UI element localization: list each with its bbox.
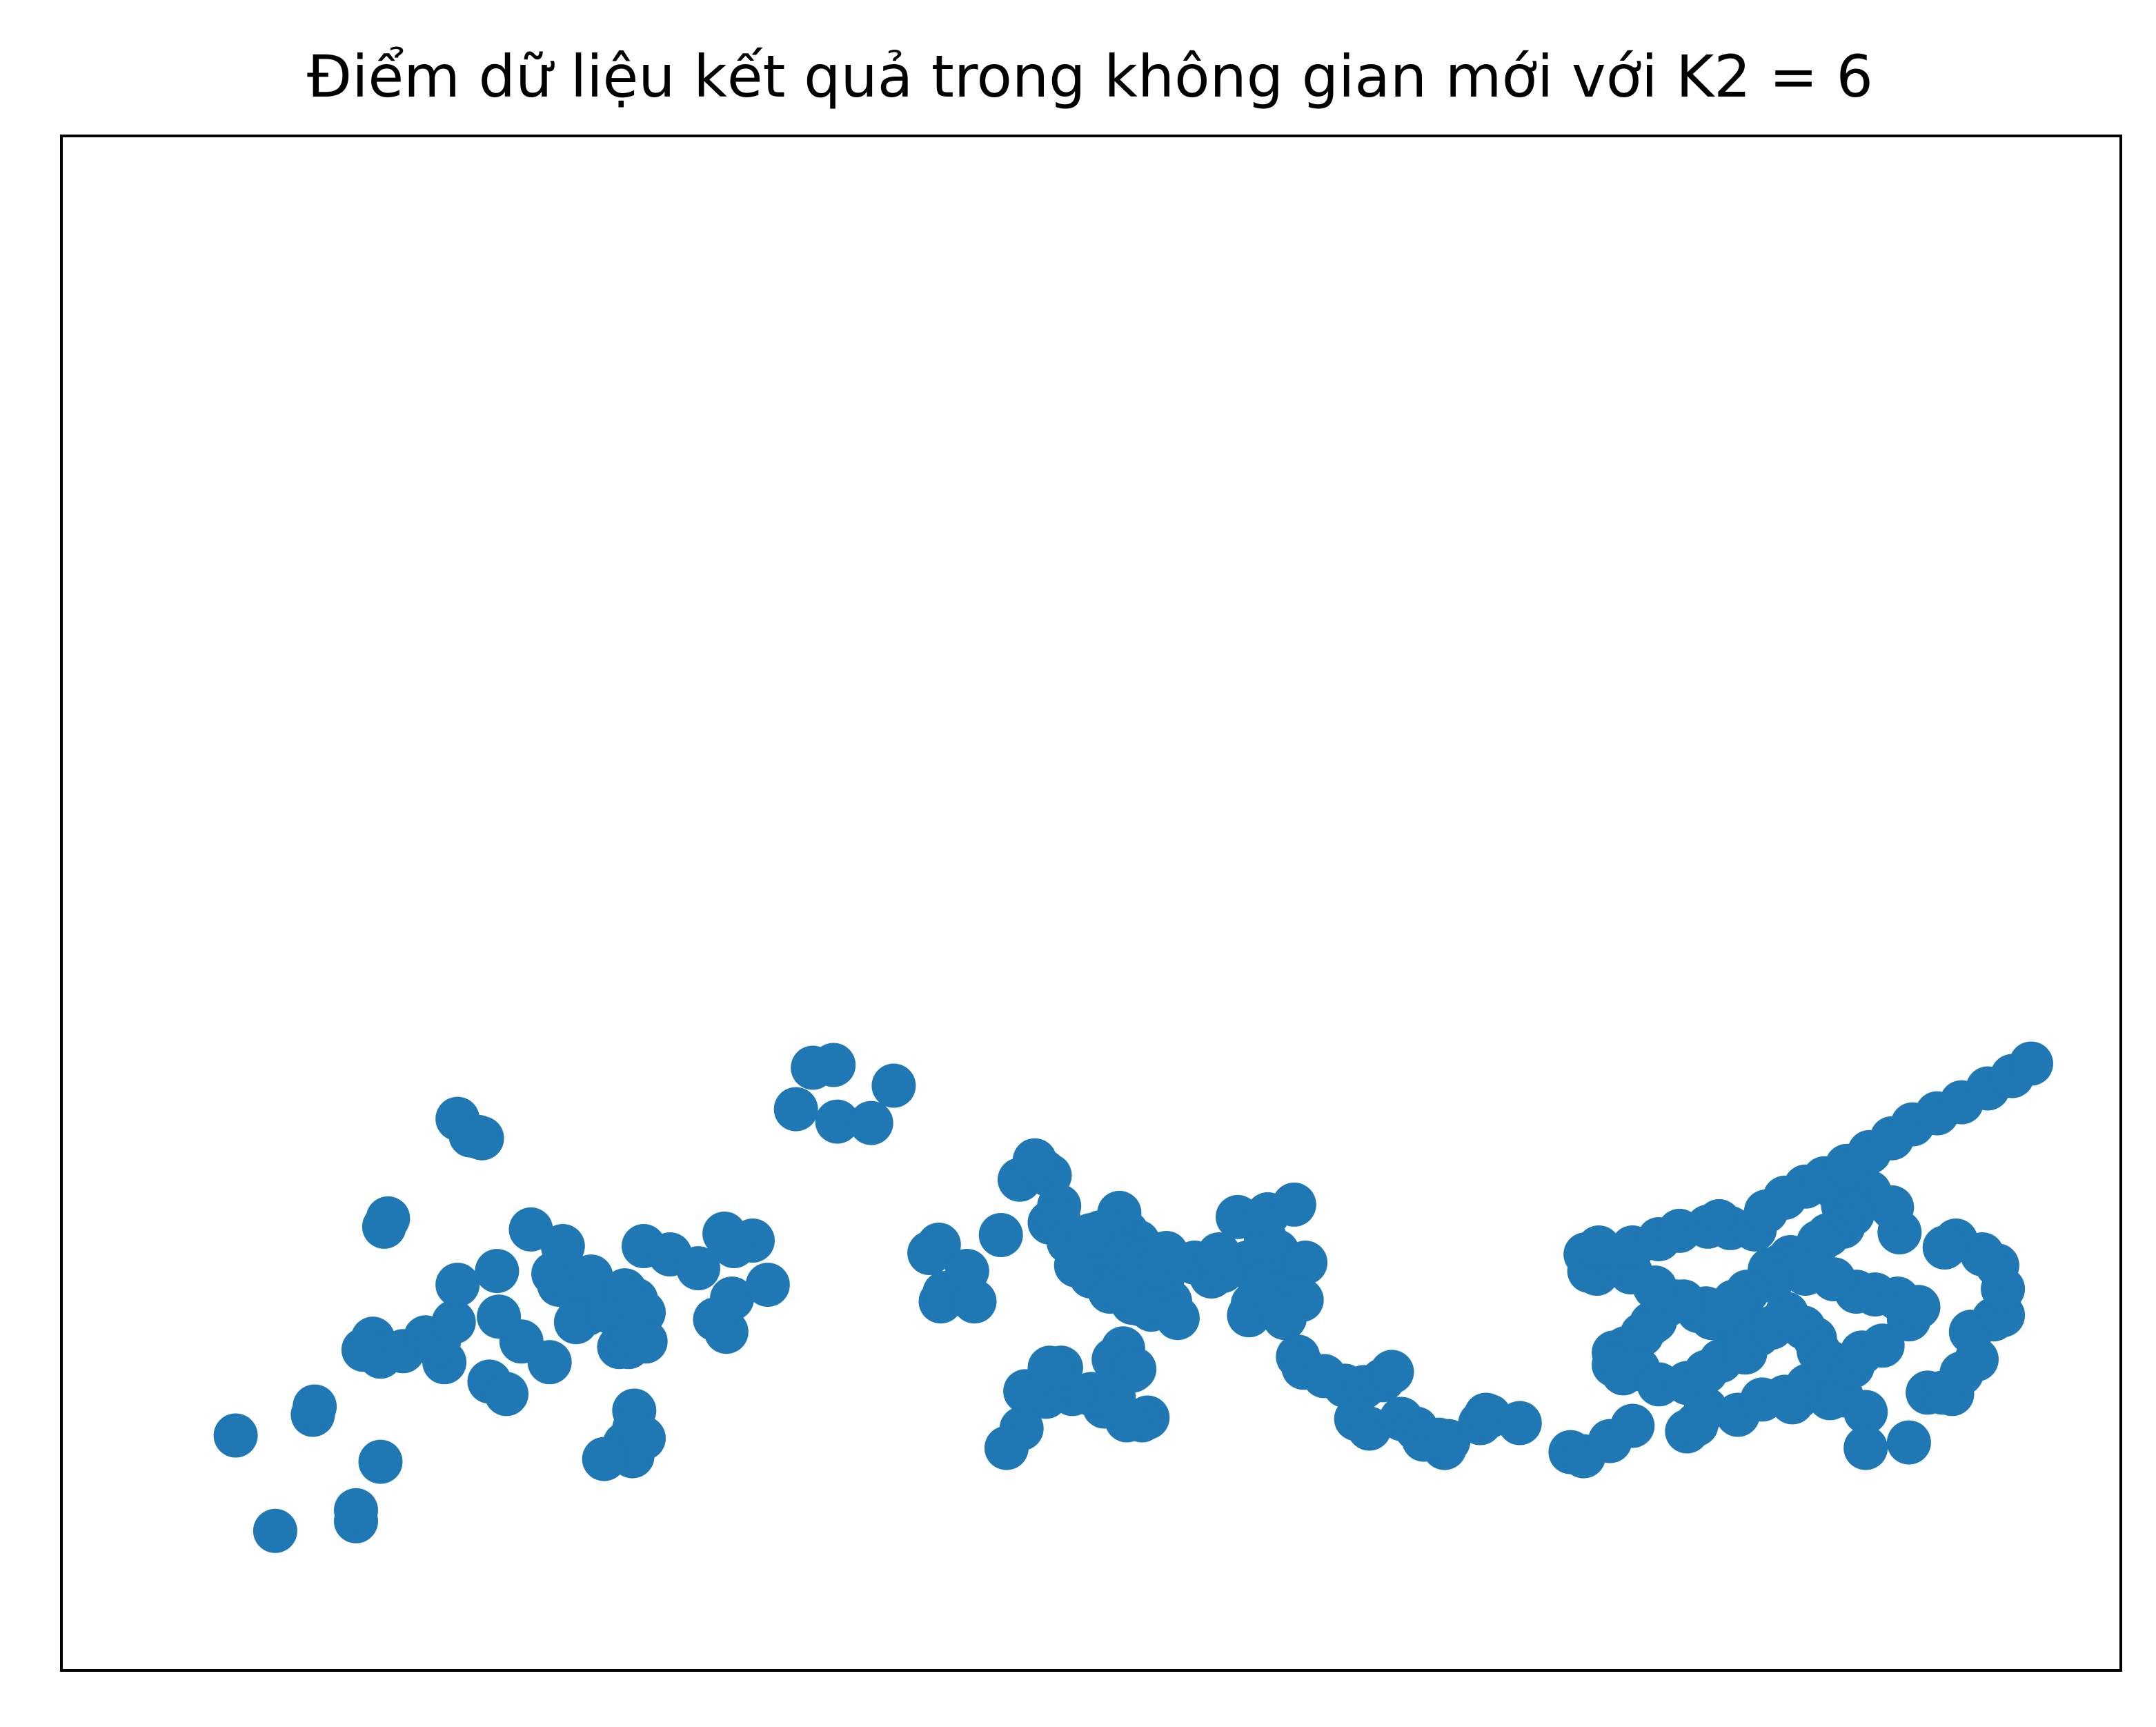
scatter-point-125 bbox=[1027, 1345, 1072, 1390]
scatter-point-49 bbox=[582, 1437, 626, 1481]
scatter-point-183 bbox=[1843, 1425, 1888, 1470]
scatter-point-67 bbox=[907, 1231, 952, 1275]
scatter-point-1 bbox=[253, 1508, 297, 1553]
scatter-point-106 bbox=[1069, 1213, 1114, 1257]
scatter-point-130 bbox=[1155, 1296, 1200, 1341]
scatter-point-145 bbox=[1283, 1241, 1328, 1285]
scatter-point-77 bbox=[1012, 1138, 1057, 1183]
scatter-point-72 bbox=[945, 1249, 989, 1294]
scatter-point-16 bbox=[431, 1300, 476, 1345]
scatter-point-6 bbox=[358, 1439, 403, 1484]
scatter-point-197 bbox=[1922, 1225, 1967, 1270]
scatter-point-31 bbox=[540, 1224, 585, 1268]
scatter-point-0 bbox=[213, 1413, 258, 1458]
scatter-point-141 bbox=[1196, 1232, 1241, 1276]
scatter-point-248 bbox=[1783, 1252, 1828, 1296]
scatter-point-8 bbox=[366, 1196, 411, 1241]
scatter-point-59 bbox=[745, 1263, 790, 1307]
plot-area-frame bbox=[60, 135, 2122, 1672]
scatter-point-35 bbox=[568, 1254, 613, 1299]
scatter-point-280 bbox=[2009, 1041, 2053, 1086]
scatter-point-65 bbox=[871, 1063, 916, 1108]
scatter-point-123 bbox=[984, 1425, 1029, 1470]
scatter-point-5 bbox=[334, 1488, 378, 1532]
scatter-point-154 bbox=[1369, 1350, 1414, 1394]
scatter-point-260 bbox=[1576, 1225, 1621, 1270]
chart-title: Điểm dữ liệu kết quả trong không gian mớ… bbox=[307, 43, 1873, 110]
scatter-point-58 bbox=[711, 1224, 756, 1268]
scatter-point-43 bbox=[623, 1319, 668, 1364]
scatter-point-17 bbox=[435, 1263, 480, 1307]
scatter-point-26 bbox=[477, 1294, 522, 1339]
data-points bbox=[213, 1041, 2053, 1553]
scatter-point-73 bbox=[978, 1213, 1023, 1257]
scatter-point-24 bbox=[484, 1372, 528, 1417]
scatter-point-182 bbox=[1843, 1390, 1888, 1434]
scatter-point-144 bbox=[1272, 1182, 1316, 1227]
scatter-point-147 bbox=[1263, 1296, 1307, 1341]
scatter-point-184 bbox=[1886, 1420, 1931, 1465]
scatter-point-48 bbox=[622, 1416, 666, 1461]
scatter-point-18 bbox=[475, 1249, 520, 1294]
scatter-point-170 bbox=[1610, 1403, 1655, 1448]
scatter-point-22 bbox=[456, 1114, 501, 1159]
scatter-point-63 bbox=[815, 1099, 860, 1144]
scatter-point-54 bbox=[704, 1310, 749, 1354]
scatter-point-55 bbox=[710, 1276, 754, 1321]
scatter-point-27 bbox=[527, 1340, 572, 1385]
scatter-point-166 bbox=[1497, 1401, 1542, 1445]
scatter-point-60 bbox=[773, 1087, 818, 1132]
scatter-point-62 bbox=[811, 1043, 856, 1087]
scatter-point-52 bbox=[676, 1246, 720, 1291]
scatter-point-64 bbox=[849, 1101, 893, 1145]
scatter-point-3 bbox=[293, 1384, 337, 1429]
